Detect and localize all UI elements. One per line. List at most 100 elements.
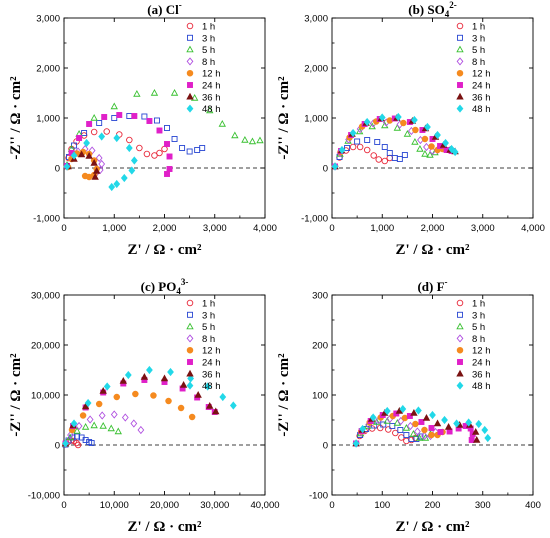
series-48h	[63, 132, 138, 192]
data-point	[386, 117, 394, 124]
data-point	[375, 156, 382, 163]
data-point	[374, 139, 381, 145]
legend-marker	[186, 334, 194, 343]
legend-label: 12 h	[202, 346, 221, 357]
data-point	[70, 151, 78, 160]
legend-marker	[186, 22, 194, 30]
legend-marker	[456, 381, 464, 390]
data-point	[74, 441, 82, 449]
data-point	[428, 425, 435, 431]
data-point	[417, 433, 424, 440]
x-tick-label: 4,000	[253, 223, 277, 234]
panel-2: 0 1,000 2,000 3,000 4,000-1,00001,0002,0003,…	[276, 0, 545, 258]
legend: 1 h3 h5 h8 h12 h24 h36 h48 h	[456, 299, 491, 392]
data-point	[446, 428, 453, 435]
legend-marker	[186, 346, 194, 354]
legend-label: 48 h	[472, 104, 491, 115]
data-point	[421, 135, 429, 143]
data-point	[81, 172, 89, 180]
data-point	[349, 128, 357, 138]
data-point	[85, 151, 93, 159]
y-axis-label: -Z'' / Ω · cm²	[8, 76, 24, 160]
legend-label: 48 h	[472, 381, 491, 392]
data-point	[428, 143, 435, 150]
x-tick-label: 2,000	[153, 223, 177, 234]
legend-label: 5 h	[202, 45, 215, 56]
data-point	[90, 113, 98, 121]
data-point	[453, 419, 461, 428]
legend-label: 12 h	[472, 346, 491, 357]
data-point	[62, 439, 69, 448]
data-point	[186, 148, 193, 155]
legend-label: 36 h	[202, 369, 221, 380]
legend-label: 24 h	[472, 81, 491, 92]
data-point	[141, 113, 148, 120]
data-point	[338, 145, 346, 155]
data-point	[465, 418, 473, 427]
legend-label: 24 h	[202, 358, 221, 369]
y-tick-label: 300	[312, 291, 328, 302]
legend-marker	[456, 104, 464, 113]
x-tick-label: 300	[475, 500, 491, 511]
legend-label: 48 h	[202, 104, 221, 115]
data-point	[386, 154, 394, 162]
data-point	[429, 410, 436, 420]
data-point	[410, 408, 418, 416]
data-point	[218, 119, 226, 127]
data-point	[99, 421, 107, 429]
data-point	[386, 150, 393, 156]
data-point	[95, 153, 103, 163]
data-point	[179, 380, 188, 388]
data-point	[473, 435, 481, 443]
data-point	[369, 413, 377, 422]
data-point	[403, 129, 412, 137]
data-point	[331, 162, 339, 171]
data-point	[146, 118, 153, 124]
data-point	[140, 372, 149, 380]
legend-marker	[456, 346, 464, 354]
data-point	[212, 407, 220, 415]
legend: 1 h3 h5 h8 h12 h24 h36 h48 h	[186, 299, 221, 392]
data-point	[411, 115, 418, 125]
data-point	[219, 392, 227, 402]
data-point	[113, 179, 121, 189]
series-24h	[64, 112, 173, 177]
y-tick-label: -100	[309, 491, 328, 502]
legend-label: 3 h	[202, 33, 215, 44]
legend-marker	[186, 57, 194, 66]
data-point	[113, 393, 121, 401]
series-48h	[331, 112, 459, 171]
data-point	[451, 147, 459, 157]
panel-title: (d) F-	[417, 277, 447, 294]
data-point	[392, 429, 399, 437]
data-point	[177, 404, 185, 412]
legend-label: 1 h	[202, 22, 215, 33]
legend-label: 36 h	[202, 92, 221, 103]
x-tick-label: 0	[329, 223, 334, 234]
data-point	[103, 128, 110, 135]
x-tick-label: 30,000	[200, 500, 229, 511]
data-point	[79, 412, 87, 419]
data-point	[441, 415, 448, 425]
data-point	[171, 136, 178, 142]
plot-frame	[63, 17, 266, 219]
data-point	[352, 439, 360, 448]
x-tick-label: 200	[425, 500, 441, 511]
y-axis-label: -Z'' / Ω · cm²	[8, 353, 24, 437]
data-point	[434, 130, 441, 140]
data-point	[363, 146, 371, 154]
data-point	[356, 143, 364, 151]
data-point	[344, 145, 351, 151]
data-point	[397, 427, 404, 433]
legend-label: 5 h	[202, 322, 215, 333]
data-point	[231, 131, 239, 139]
data-point	[442, 138, 449, 148]
y-tick-label: 0	[55, 164, 60, 175]
data-point	[206, 106, 214, 114]
data-point	[92, 166, 101, 174]
data-point	[396, 156, 403, 162]
x-axis-label: Z' / Ω · cm²	[127, 519, 202, 535]
data-point	[241, 135, 249, 143]
data-point	[130, 156, 138, 165]
